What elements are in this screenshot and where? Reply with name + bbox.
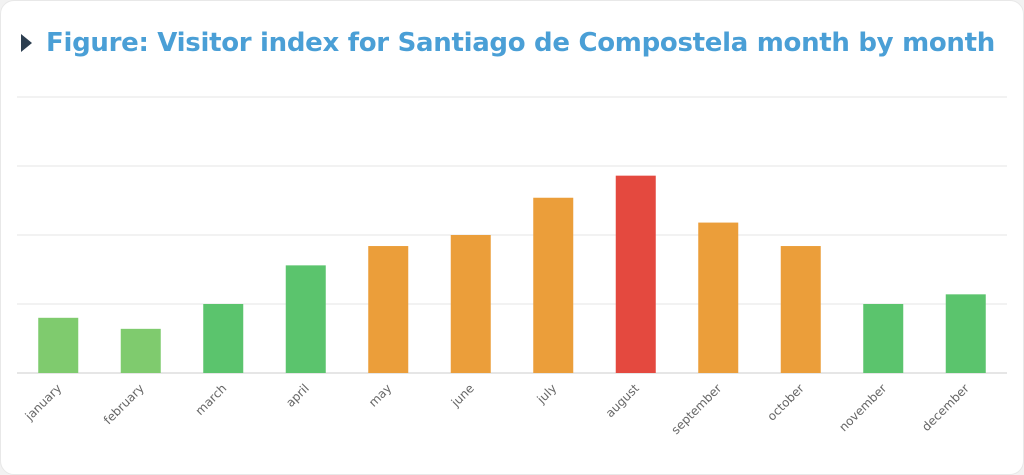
x-tick-label-june: june <box>448 381 477 410</box>
x-tick-label-october: october <box>765 381 807 423</box>
x-tick-label-november: november <box>836 381 889 434</box>
x-tick-label-march: march <box>193 381 230 418</box>
x-tick-label-april: april <box>283 381 312 410</box>
bar-april[interactable] <box>285 265 326 373</box>
title-row: Figure: Visitor index for Santiago de Co… <box>21 23 995 63</box>
bar-march[interactable] <box>203 304 244 373</box>
x-tick-label-may: may <box>366 381 394 409</box>
bar-september[interactable] <box>698 222 739 373</box>
x-tick-label-july: july <box>534 381 560 407</box>
bar-august[interactable] <box>615 175 656 373</box>
caret-right-icon <box>21 34 32 52</box>
bar-june[interactable] <box>450 235 491 373</box>
x-tick-label-december: december <box>919 381 972 434</box>
x-tick-label-september: september <box>669 381 725 437</box>
x-tick-label-february: february <box>101 381 147 427</box>
bar-october[interactable] <box>780 246 821 373</box>
bar-february[interactable] <box>120 328 161 373</box>
bar-december[interactable] <box>945 294 986 373</box>
bar-may[interactable] <box>368 246 409 373</box>
x-tick-label-august: august <box>603 381 642 420</box>
chart-title: Figure: Visitor index for Santiago de Co… <box>46 28 995 58</box>
x-tick-label-january: january <box>22 381 65 424</box>
bar-november[interactable] <box>863 304 904 373</box>
bar-july[interactable] <box>533 197 574 373</box>
bar-january[interactable] <box>38 317 79 373</box>
